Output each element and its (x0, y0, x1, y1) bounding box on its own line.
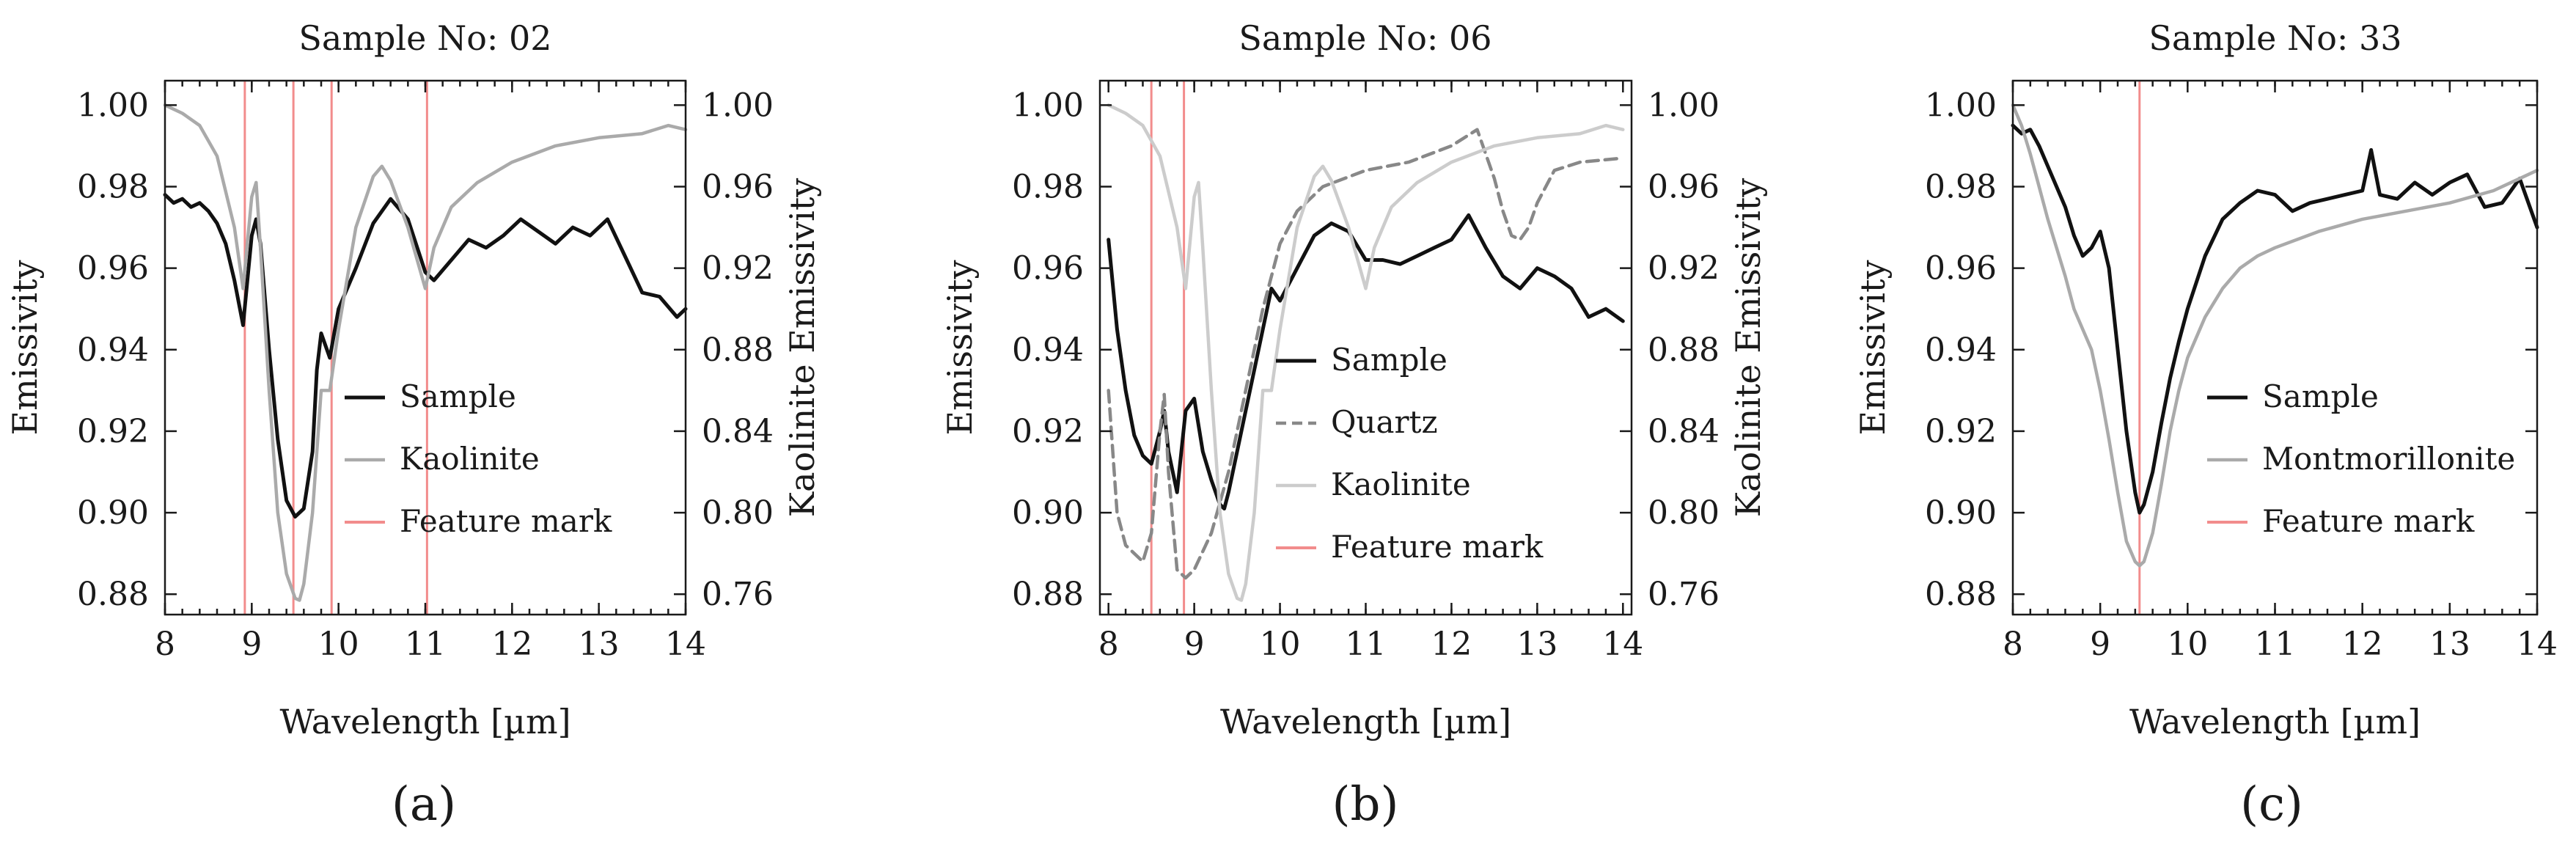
y-axis-label: Emissivity (940, 260, 980, 435)
x-tick-label: 14 (2517, 626, 2558, 663)
x-tick-label: 14 (1602, 626, 1643, 663)
y2-tick-label: 0.76 (702, 576, 774, 613)
legend: Sample Quartz Kaolinite Feature mark (1276, 342, 1544, 565)
y-tick-label: 0.96 (1925, 250, 1997, 287)
x-tick-label: 9 (241, 626, 262, 663)
panel-letter: (b) (1332, 777, 1399, 832)
chart-title: Sample No: 06 (1239, 18, 1491, 58)
y-tick-label: 0.94 (1012, 331, 1084, 369)
legend-label: Kaolinite (400, 441, 540, 477)
y-tick-label: 0.88 (77, 576, 149, 613)
panel-letter: (c) (2240, 777, 2303, 832)
y-tick-label: 0.96 (77, 250, 149, 287)
y-tick-label: 0.94 (77, 331, 149, 369)
legend-label: Sample (400, 378, 516, 414)
y2-tick-label: 0.92 (1648, 250, 1720, 287)
series-line-kaolinite (163, 103, 688, 602)
x-tick-label: 12 (2342, 626, 2383, 663)
panel-letter: (a) (392, 777, 456, 832)
y2-tick-label: 0.88 (1648, 331, 1720, 369)
y2-tick-label: 0.88 (702, 331, 774, 369)
x-tick-label: 12 (491, 626, 532, 663)
y-tick-label: 0.90 (1012, 494, 1084, 532)
y-tick-label: 0.88 (1012, 576, 1084, 613)
series-line-kaolinite (1107, 103, 1625, 602)
series-line-sample (2011, 123, 2539, 515)
legend-label: Feature mark (1331, 529, 1544, 565)
x-axis-label: Wavelength [µm] (279, 702, 570, 741)
series-line-sample (1107, 213, 1625, 510)
y-tick-label: 0.92 (1012, 413, 1084, 450)
x-tick-label: 12 (1431, 626, 1472, 663)
y-tick-label: 1.00 (77, 87, 149, 124)
x-tick-label: 8 (155, 626, 175, 663)
y-tick-label: 0.90 (77, 494, 149, 532)
x-tick-label: 8 (1098, 626, 1119, 663)
y-tick-label: 0.92 (1925, 413, 1997, 450)
x-tick-label: 10 (2167, 626, 2208, 663)
x-tick-label: 11 (2255, 626, 2296, 663)
legend: Sample Kaolinite Feature mark (345, 378, 612, 539)
y2-tick-label: 1.00 (702, 87, 774, 124)
chart-title: Sample No: 02 (298, 18, 551, 58)
y2-tick-label: 0.84 (702, 413, 774, 450)
y-tick-label: 1.00 (1925, 87, 1997, 124)
y2-tick-label: 0.96 (1648, 168, 1720, 205)
y2-tick-label: 0.80 (1648, 494, 1720, 532)
y-tick-label: 0.98 (1012, 168, 1084, 205)
legend: Sample Montmorillonite Feature mark (2207, 378, 2515, 539)
y2-tick-label: 0.96 (702, 168, 774, 205)
y-tick-label: 0.96 (1012, 250, 1084, 287)
x-tick-label: 11 (1346, 626, 1387, 663)
legend-label: Sample (1331, 342, 1447, 378)
chart-title: Sample No: 33 (2148, 18, 2401, 58)
x-tick-label: 8 (2003, 626, 2023, 663)
series-line-sample (163, 193, 688, 519)
chart-panel-3: Sample No: 33 8 9 10 11 12 13 14 0.88 0.90 0.92 0.9… (1853, 18, 2558, 832)
y-tick-label: 1.00 (1012, 87, 1084, 124)
y-tick-label: 0.98 (1925, 168, 1997, 205)
x-axis-label: Wavelength [µm] (1220, 702, 1511, 741)
y-axis-label: Emissivity (5, 260, 45, 435)
y2-tick-label: 0.92 (702, 250, 774, 287)
y2-axis-label: Kaolinite Emissivity (1728, 178, 1768, 518)
y2-axis-label: Kaolinite Emissivity (782, 178, 822, 518)
y2-tick-label: 1.00 (1648, 87, 1720, 124)
legend-label: Feature mark (400, 503, 612, 539)
x-tick-label: 10 (318, 626, 359, 663)
legend-label: Sample (2262, 378, 2379, 414)
y2-tick-label: 0.76 (1648, 576, 1720, 613)
legend-label: Montmorillonite (2262, 441, 2515, 477)
y2-tick-label: 0.84 (1648, 413, 1720, 450)
y-tick-label: 0.88 (1925, 576, 1997, 613)
series-line-quartz (1107, 128, 1625, 580)
x-axis-label: Wavelength [µm] (2129, 702, 2421, 741)
series-line-montmorillonite (2011, 103, 2539, 568)
legend-label: Feature mark (2262, 503, 2475, 539)
y-tick-label: 0.90 (1925, 494, 1997, 532)
x-tick-label: 14 (665, 626, 706, 663)
y-tick-label: 0.92 (77, 413, 149, 450)
y-tick-label: 0.98 (77, 168, 149, 205)
x-tick-label: 13 (2429, 626, 2470, 663)
y-tick-label: 0.94 (1925, 331, 1997, 369)
chart-panel-1: Sample No: 02 8 9 10 11 12 13 14 0.88 0.90 0.92 0.9… (5, 18, 822, 832)
y-axis-label: Emissivity (1853, 260, 1893, 435)
x-tick-label: 10 (1260, 626, 1301, 663)
x-tick-label: 13 (1516, 626, 1557, 663)
y2-tick-label: 0.80 (702, 494, 774, 532)
x-tick-label: 9 (1184, 626, 1205, 663)
x-tick-label: 9 (2090, 626, 2110, 663)
x-tick-label: 13 (579, 626, 620, 663)
legend-label: Kaolinite (1331, 466, 1471, 502)
chart-panel-2: Sample No: 06 8 9 10 11 12 13 14 0.88 0.90 0.92 0.9… (940, 18, 1768, 832)
legend-label: Quartz (1331, 404, 1438, 440)
x-tick-label: 11 (405, 626, 446, 663)
